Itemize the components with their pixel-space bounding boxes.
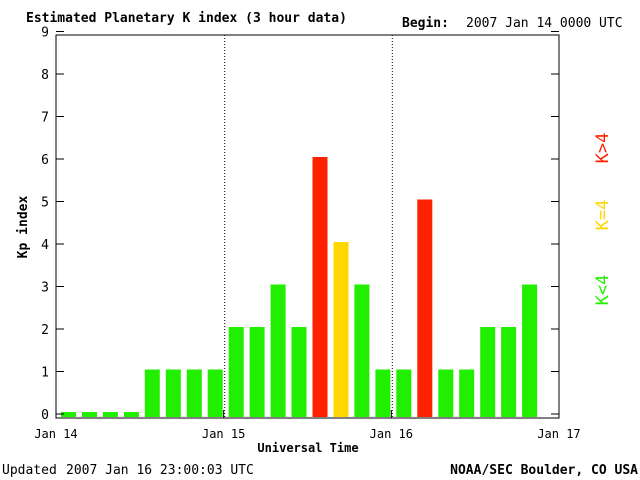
legend-item: K>4 (593, 133, 613, 164)
chart-title: Estimated Planetary K index (3 hour data… (26, 11, 347, 26)
kp-bar (186, 369, 202, 417)
kp-bar (312, 157, 328, 417)
y-tick-label: 2 (41, 323, 49, 338)
source-credit: NOAA/SEC Boulder, CO USA (450, 463, 638, 478)
y-tick-label: 5 (41, 196, 49, 211)
y-tick-label: 0 (41, 408, 49, 423)
x-axis: Jan 14 Jan 15 Jan 16 Jan 17 (34, 410, 581, 441)
kp-bar (375, 369, 391, 417)
kp-bar (396, 369, 412, 417)
y-tick-label: 9 (41, 26, 49, 41)
kp-bar (417, 199, 433, 417)
y-tick-label: 1 (41, 366, 49, 381)
kp-bar (228, 327, 244, 417)
begin-value: 2007 Jan 14 0000 UTC (466, 16, 623, 31)
kp-bar (333, 242, 349, 417)
kp-bar (459, 369, 475, 417)
x-tick-label: Jan 17 (537, 427, 580, 441)
kp-bar (480, 327, 496, 417)
legend-item: K<4 (593, 275, 613, 306)
kp-bar (249, 327, 265, 417)
kp-bar (291, 327, 307, 417)
x-tick-label: Jan 14 (34, 427, 77, 441)
y-tick-label: 8 (41, 68, 49, 83)
bar-group (61, 157, 538, 417)
kp-bar (207, 369, 223, 417)
kp-bar (61, 412, 76, 417)
kp-bar (82, 412, 97, 417)
kp-bar (102, 412, 118, 417)
kp-bar (123, 412, 139, 417)
begin-label: Begin: (402, 16, 449, 31)
updated-value: 2007 Jan 16 23:00:03 UTC (66, 463, 254, 478)
x-axis-label: Universal Time (257, 441, 358, 455)
kp-bar (144, 369, 160, 417)
legend-item: K=4 (593, 200, 613, 231)
day-separators (224, 35, 393, 418)
y-tick-label: 4 (41, 238, 49, 253)
y-axis: 0 1 2 3 4 5 6 7 8 9 (41, 26, 559, 423)
x-tick-label: Jan 16 (370, 427, 413, 441)
y-tick-label: 3 (41, 281, 49, 296)
y-tick-label: 7 (41, 111, 49, 126)
x-tick-label: Jan 15 (202, 427, 245, 441)
updated-label: Updated (2, 463, 57, 478)
kp-bar (354, 284, 370, 417)
kp-bar (501, 327, 517, 417)
y-tick-label: 6 (41, 153, 49, 168)
kp-bar (165, 369, 181, 417)
y-axis-label: Kp index (16, 196, 31, 259)
kp-bar (522, 284, 538, 417)
kp-bar (438, 369, 454, 417)
kp-bar (270, 284, 286, 417)
plot-frame (55, 34, 560, 419)
legend: K<4 K=4 K>4 (593, 133, 613, 306)
